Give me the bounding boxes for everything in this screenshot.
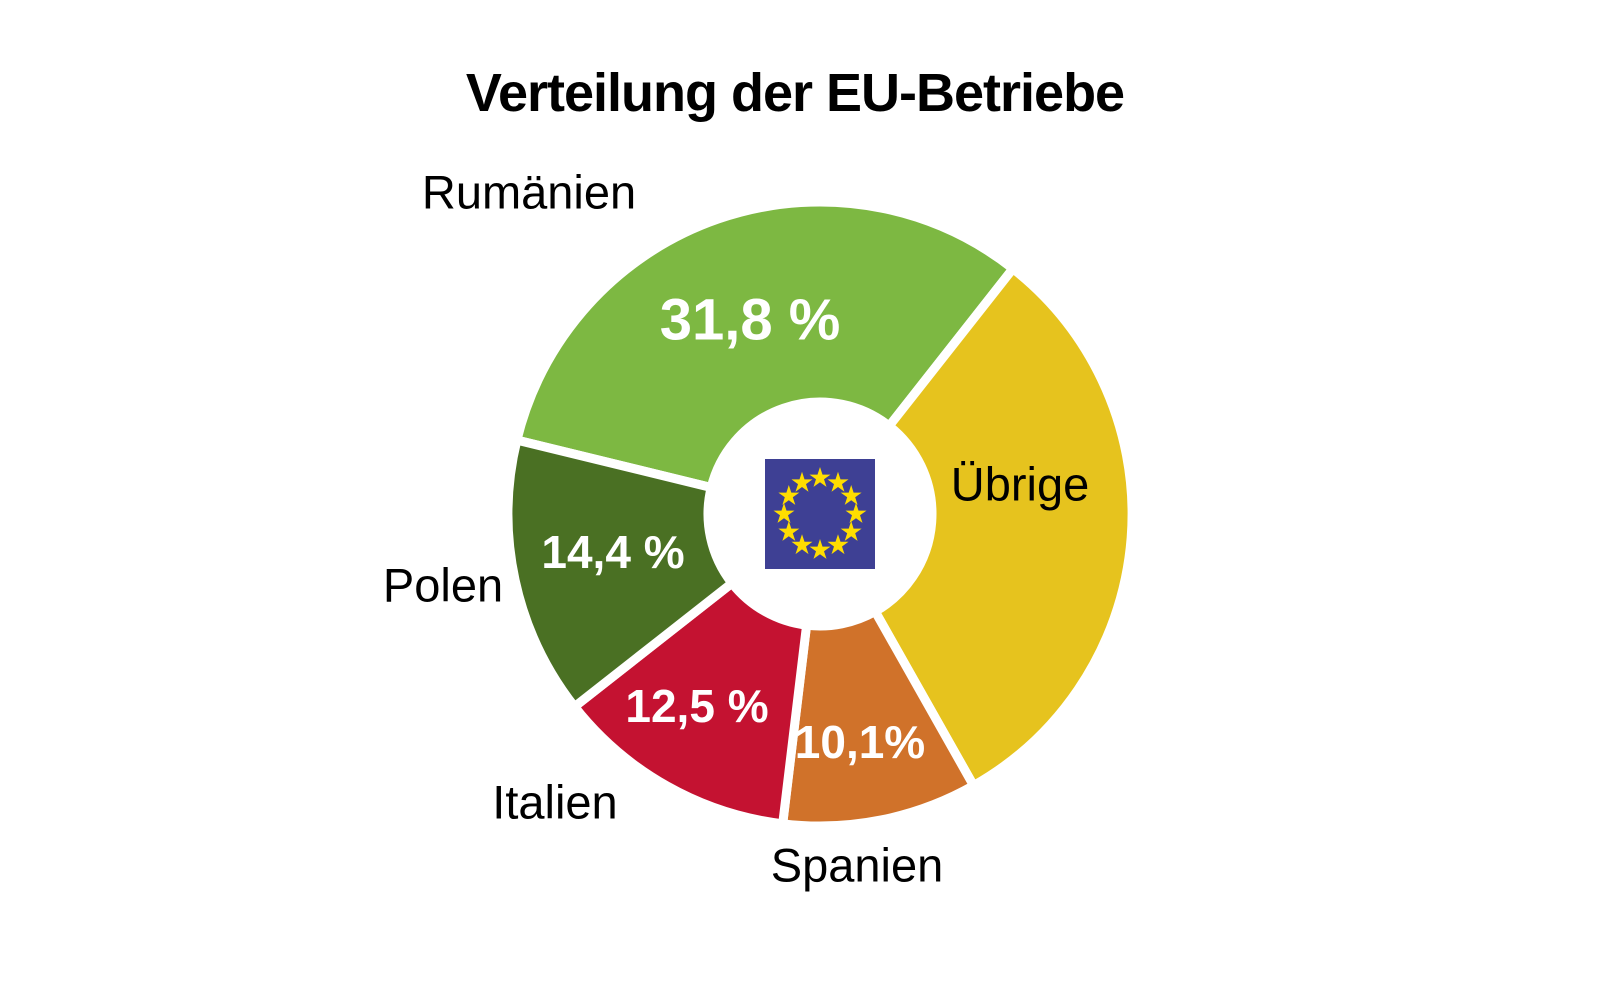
value-label-polen: 14,4 % — [541, 526, 684, 578]
eu-flag-star — [845, 503, 867, 523]
value-label-italien: 12,5 % — [625, 680, 768, 732]
name-label-polen: Polen — [383, 559, 503, 612]
eu-flag-star — [840, 485, 862, 505]
name-label-spanien: Spanien — [771, 839, 944, 892]
eu-flag-star — [827, 471, 849, 492]
eu-flag-star — [791, 471, 813, 492]
eu-flag-star — [809, 467, 831, 487]
name-label-uebrige: Übrige — [951, 458, 1089, 511]
eu-flag-star — [809, 539, 831, 559]
name-label-italien: Italien — [492, 776, 617, 829]
value-label-rumaenien: 31,8 % — [660, 288, 841, 353]
pie-slice-uebrige — [869, 262, 1137, 792]
eu-flag-star — [791, 534, 813, 555]
eu-flag-star — [773, 503, 795, 523]
name-label-rumaenien: Rumänien — [422, 166, 636, 219]
eu-flag-star — [827, 534, 849, 555]
pie-slice-polen — [503, 434, 739, 714]
eu-flag-star — [778, 521, 800, 541]
eu-flag-star — [778, 485, 800, 505]
chart-title: Verteilung der EU-Betriebe — [465, 63, 1125, 123]
pie-slice-rumaenien — [511, 197, 1020, 493]
pie-slice-spanien — [777, 605, 980, 831]
value-label-spanien: 10,1% — [795, 716, 925, 768]
eu-flag-star — [840, 521, 862, 541]
pie-slice-italien — [568, 576, 812, 829]
eu-flag-icon — [765, 459, 875, 569]
